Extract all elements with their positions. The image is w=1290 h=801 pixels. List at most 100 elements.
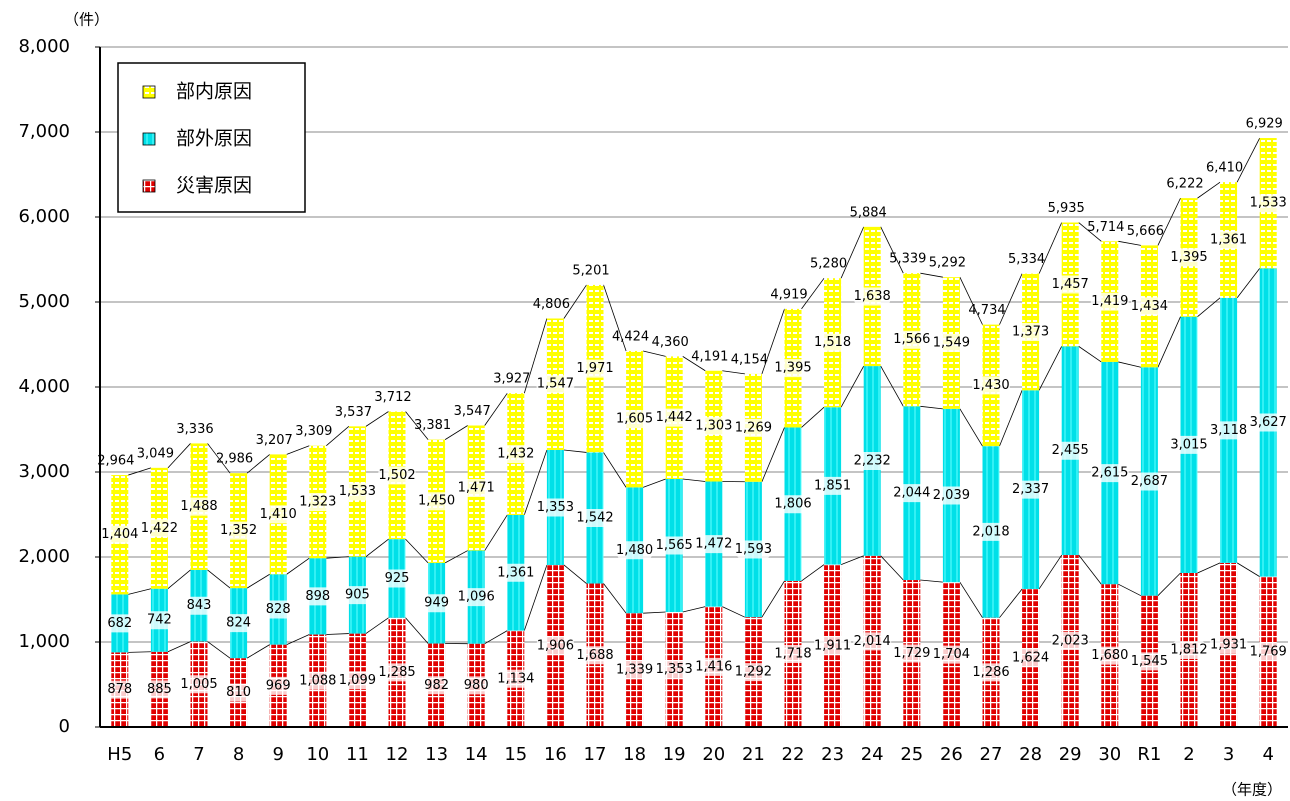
total-label: 3,712 xyxy=(374,390,411,405)
value-label-bg xyxy=(338,586,377,605)
value-label: 1,704 xyxy=(933,647,970,662)
value-label: 982 xyxy=(424,678,449,693)
total-label: 3,207 xyxy=(256,433,293,448)
series-line xyxy=(1078,346,1102,363)
value-label: 1,005 xyxy=(180,677,217,692)
series-line xyxy=(167,443,191,469)
total-label: 3,049 xyxy=(137,446,174,461)
y-tick-label: 3,000 xyxy=(18,461,70,482)
total-label: 3,381 xyxy=(414,418,451,433)
series-line xyxy=(801,277,825,310)
series-line xyxy=(643,350,666,357)
value-label-bg xyxy=(1209,421,1248,440)
total-label: 5,339 xyxy=(889,252,926,267)
value-label-bg xyxy=(140,680,179,699)
legend-swatch xyxy=(142,179,156,193)
value-label: 1,303 xyxy=(695,419,732,434)
series-line xyxy=(1197,297,1221,318)
x-tick-label: 13 xyxy=(425,744,448,765)
value-label-bg xyxy=(180,675,218,694)
value-label: 1,285 xyxy=(378,665,415,680)
series-line xyxy=(405,538,429,564)
value-label-bg xyxy=(774,644,812,663)
x-tick-label: 6 xyxy=(154,744,165,765)
value-label: 1,688 xyxy=(576,648,613,663)
series-line xyxy=(761,308,785,375)
x-tick-label: 15 xyxy=(504,744,527,765)
series-line xyxy=(603,284,627,352)
value-label: 1,911 xyxy=(814,638,851,653)
series-line xyxy=(563,449,587,453)
value-label-bg xyxy=(536,636,575,655)
x-tick-label: 28 xyxy=(1019,744,1042,765)
series-line xyxy=(999,273,1023,325)
value-label-bg xyxy=(932,645,971,664)
value-label-bg xyxy=(496,669,535,688)
value-label: 1,906 xyxy=(537,638,574,653)
value-label-bg xyxy=(259,505,298,524)
value-label: 885 xyxy=(147,682,172,697)
total-label: 5,292 xyxy=(929,256,966,271)
total-label: 3,537 xyxy=(335,405,372,420)
series-line xyxy=(880,555,904,581)
total-label: 4,919 xyxy=(770,287,807,302)
x-tick-label: 29 xyxy=(1059,744,1082,765)
total-label: 2,964 xyxy=(97,454,134,469)
series-line xyxy=(603,452,627,488)
series-line xyxy=(999,390,1023,447)
series-line xyxy=(722,606,746,618)
series-line xyxy=(563,564,587,584)
x-tick-label: 3 xyxy=(1223,744,1234,765)
value-label-bg xyxy=(1209,230,1248,249)
x-tick-label: 16 xyxy=(544,744,567,765)
value-label: 1,480 xyxy=(616,543,653,558)
value-label: 1,353 xyxy=(656,662,693,677)
series-line xyxy=(1038,554,1063,590)
series-line xyxy=(1038,346,1063,391)
x-tick-label: 23 xyxy=(821,744,844,765)
value-label-bg xyxy=(892,330,931,349)
x-tick-label: 19 xyxy=(663,744,686,765)
x-tick-label: 12 xyxy=(386,744,409,765)
value-label: 2,023 xyxy=(1052,634,1089,649)
value-label: 742 xyxy=(147,613,172,628)
series-line xyxy=(365,538,389,557)
x-tick-label: 26 xyxy=(940,744,963,765)
series-line xyxy=(959,408,983,447)
value-label: 682 xyxy=(107,616,132,631)
value-label: 1,457 xyxy=(1052,277,1089,292)
value-label: 1,442 xyxy=(656,410,693,425)
series-line xyxy=(444,425,468,440)
value-label-bg xyxy=(892,484,931,503)
series-line xyxy=(1236,562,1260,577)
total-label: 6,929 xyxy=(1246,117,1283,132)
value-label: 3,015 xyxy=(1170,437,1207,452)
total-label: 6,410 xyxy=(1206,161,1243,176)
legend-swatch xyxy=(142,85,156,99)
series-line xyxy=(207,569,231,589)
value-label: 2,687 xyxy=(1131,474,1168,489)
value-label-bg xyxy=(496,563,535,582)
series-line xyxy=(1236,268,1261,299)
total-label: 5,666 xyxy=(1127,224,1164,239)
value-label-bg xyxy=(972,663,1010,682)
value-label: 1,806 xyxy=(774,497,811,512)
total-label: 4,191 xyxy=(691,349,728,364)
value-label: 905 xyxy=(345,588,370,603)
value-label-bg xyxy=(536,498,575,517)
total-label: 3,547 xyxy=(454,404,491,419)
value-label: 1,434 xyxy=(1131,299,1168,314)
value-label: 1,729 xyxy=(893,646,930,661)
value-label: 1,134 xyxy=(497,671,534,686)
value-label-bg xyxy=(576,646,614,665)
value-label-bg xyxy=(1011,480,1050,499)
value-label-bg xyxy=(457,479,496,498)
value-label-bg xyxy=(180,497,218,516)
series-line xyxy=(128,467,152,476)
value-label-bg xyxy=(417,492,456,511)
value-label-bg xyxy=(259,600,298,619)
series-line xyxy=(484,514,508,551)
value-label-bg xyxy=(1249,642,1288,661)
total-label: 2,986 xyxy=(216,452,253,467)
